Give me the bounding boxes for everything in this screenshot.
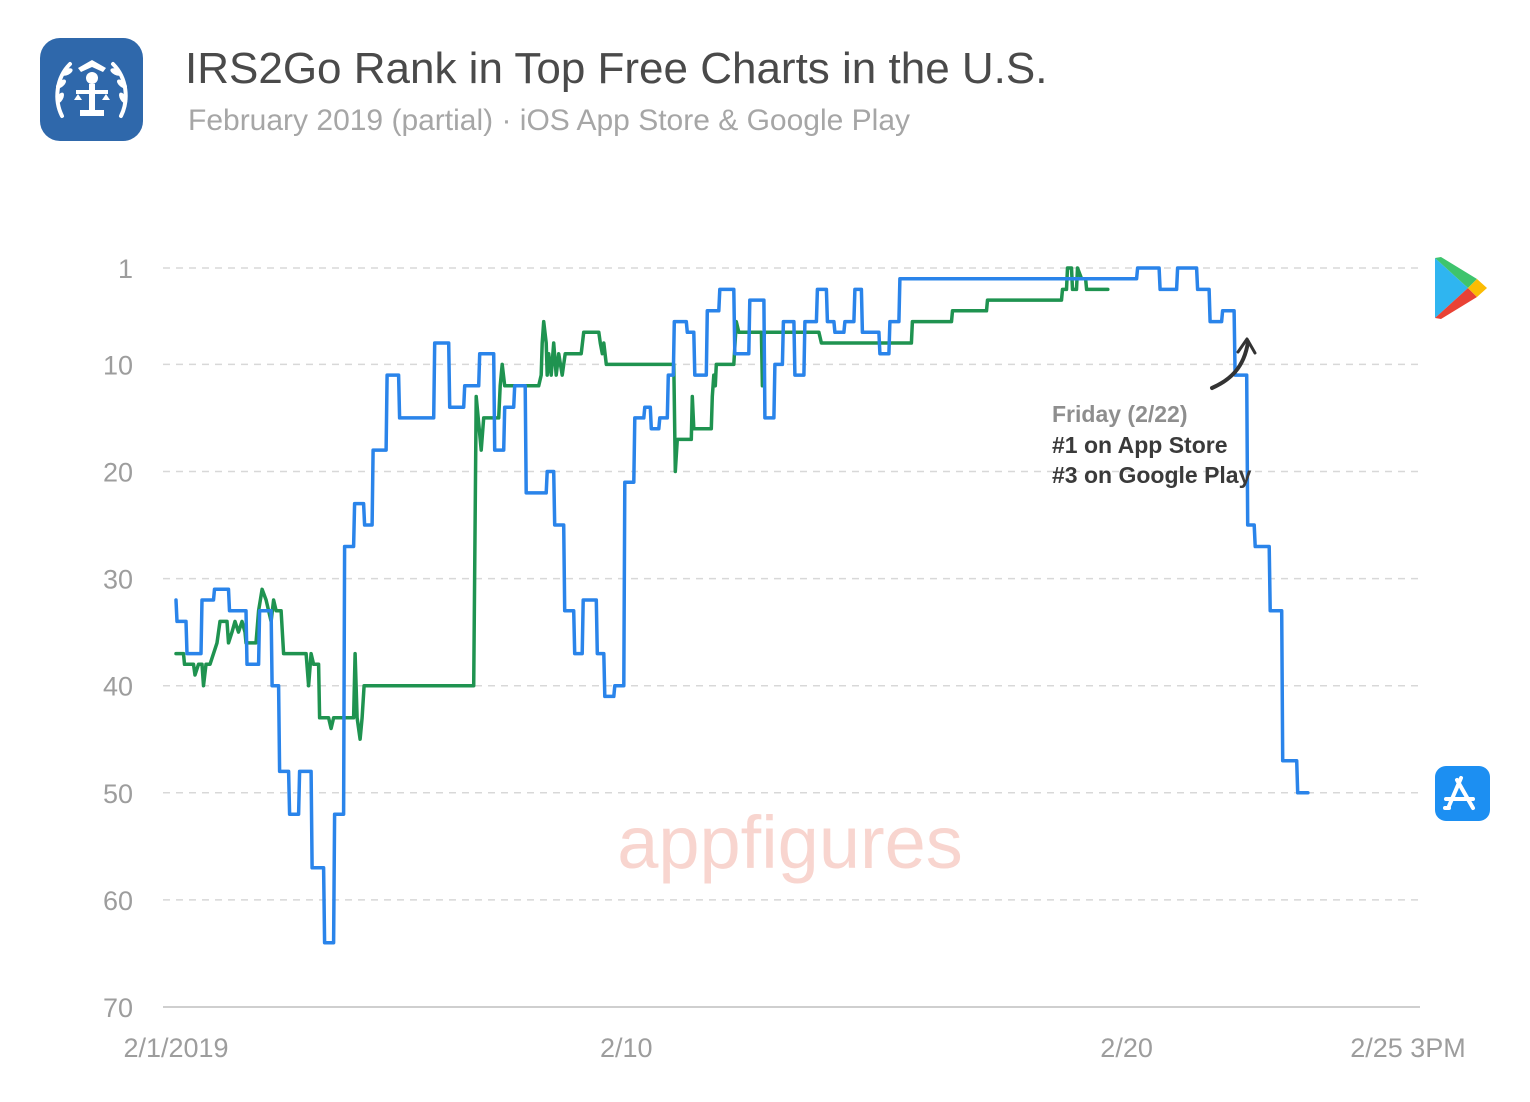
annotation: Friday (2/22) #1 on App Store #3 on Goog…	[1052, 337, 1257, 488]
y-tick-label: 30	[103, 565, 133, 595]
annotation-arrowhead	[1236, 337, 1257, 355]
x-tick-label: 2/20	[1100, 1033, 1153, 1063]
irs-eagle-app-icon	[40, 38, 143, 141]
app-store-icon	[1435, 766, 1490, 821]
google-play-icon	[1435, 257, 1487, 319]
chart-title: IRS2Go Rank in Top Free Charts in the U.…	[185, 44, 1048, 93]
annotation-app-store-rank: #1 on App Store	[1052, 432, 1228, 458]
y-tick-label: 20	[103, 457, 133, 487]
ios-app-store-series-line	[174, 266, 1310, 945]
annotation-date: Friday (2/22)	[1052, 401, 1188, 427]
annotation-google-play-rank: #3 on Google Play	[1052, 462, 1252, 488]
chart-subtitle: February 2019 (partial) · iOS App Store …	[188, 104, 911, 137]
y-tick-label: 40	[103, 672, 133, 702]
annotation-arrow	[1210, 340, 1250, 390]
series-lines	[174, 266, 1310, 945]
x-tick-label: 2/10	[600, 1033, 653, 1063]
y-axis-tick-labels: 1 10 20 30 40 50 60 70	[103, 254, 133, 1023]
y-tick-label: 1	[118, 254, 133, 284]
y-tick-label: 60	[103, 886, 133, 916]
y-tick-label: 70	[103, 993, 133, 1023]
x-tick-label: 2/1/2019	[123, 1033, 228, 1063]
y-tick-label: 10	[103, 350, 133, 380]
appfigures-watermark: appfigures	[617, 801, 963, 884]
google-play-series-line	[174, 266, 1110, 741]
chart-header: IRS2Go Rank in Top Free Charts in the U.…	[40, 38, 1340, 148]
grid-lines	[163, 267, 1420, 1008]
x-axis-tick-labels: 2/1/2019 2/10 2/20 2/25 3PM	[123, 1033, 1465, 1063]
x-tick-label: 2/25 3PM	[1350, 1033, 1466, 1063]
y-tick-label: 50	[103, 779, 133, 809]
